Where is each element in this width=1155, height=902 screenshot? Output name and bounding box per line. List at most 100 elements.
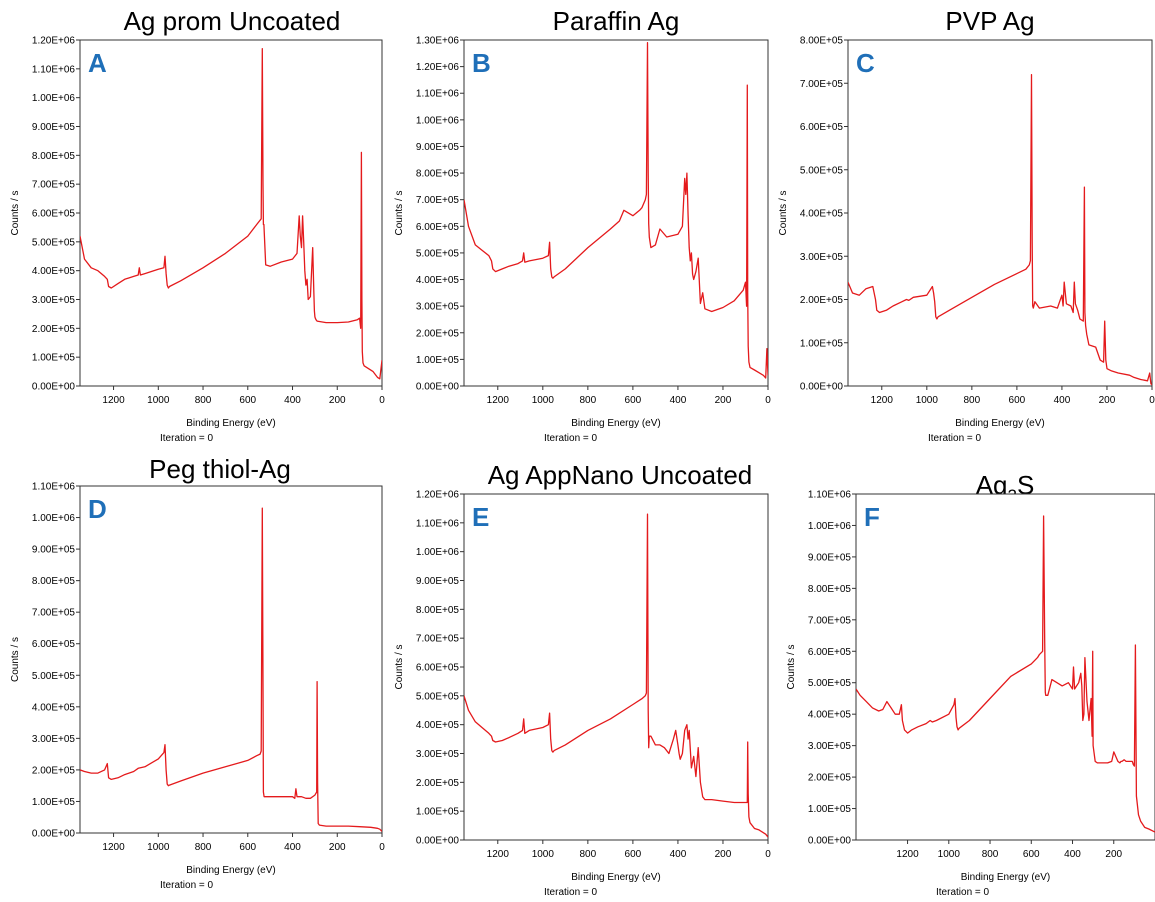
iteration-note: Iteration = 0 bbox=[160, 880, 214, 891]
y-tick-label: 6.00E+05 bbox=[808, 647, 852, 658]
x-tick-label: 0 bbox=[1149, 395, 1155, 406]
y-tick-label: 9.00E+05 bbox=[32, 122, 76, 133]
panel-e: Ag AppNano Uncoated 0.00E+00 1.00E+05 2.00E… bbox=[394, 460, 771, 898]
y-tick-label: 0.00E+00 bbox=[416, 836, 460, 847]
y-tick-label: 5.00E+05 bbox=[32, 237, 76, 248]
panel-title: Paraffin Ag bbox=[553, 6, 680, 36]
x-axis-label: Binding Energy (eV) bbox=[961, 872, 1051, 883]
iteration-note: Iteration = 0 bbox=[544, 887, 598, 897]
x-tick-label: 800 bbox=[195, 842, 212, 853]
y-tick-label: 7.00E+05 bbox=[416, 634, 460, 645]
x-tick-label: 1000 bbox=[147, 842, 170, 853]
y-tick-label: 2.00E+05 bbox=[416, 328, 460, 339]
y-tick-label: 1.00E+06 bbox=[416, 547, 460, 558]
x-axis-label: Binding Energy (eV) bbox=[571, 418, 661, 429]
panel-title: Peg thiol-Ag bbox=[149, 454, 291, 484]
y-tick-label: 8.00E+05 bbox=[808, 584, 852, 595]
x-tick-label: 200 bbox=[715, 395, 732, 406]
y-tick-label: 1.10E+06 bbox=[416, 89, 460, 100]
y-tick-label: 6.00E+05 bbox=[32, 209, 76, 220]
y-tick-label: 1.00E+05 bbox=[416, 807, 460, 818]
y-tick-label: 5.00E+05 bbox=[416, 691, 460, 702]
plot-frame bbox=[463, 493, 769, 841]
y-tick-label: 4.00E+05 bbox=[416, 720, 460, 731]
y-tick-label: 3.00E+05 bbox=[32, 734, 76, 745]
panel-letter: C bbox=[856, 48, 875, 78]
x-tick-label: 1200 bbox=[871, 395, 894, 406]
plot-frame bbox=[855, 493, 1155, 841]
x-tick-label: 600 bbox=[1023, 849, 1040, 860]
plot-frame bbox=[79, 39, 383, 387]
x-tick-label: 0 bbox=[765, 849, 771, 860]
x-tick-label: 200 bbox=[715, 849, 732, 860]
x-tick-label: 600 bbox=[625, 849, 642, 860]
y-tick-label: 5.00E+05 bbox=[800, 165, 844, 176]
y-tick-label: 2.00E+05 bbox=[32, 324, 76, 335]
y-axis-label: Counts / s bbox=[786, 644, 797, 689]
panel-title-text: PVP Ag bbox=[945, 6, 1034, 36]
plot-frame bbox=[463, 39, 769, 387]
y-tick-label: 9.00E+05 bbox=[32, 545, 76, 556]
spectrum-line bbox=[856, 515, 1155, 833]
y-tick-label: 3.00E+05 bbox=[800, 252, 844, 263]
x-tick-label: 1000 bbox=[532, 395, 555, 406]
y-tick-label: 1.20E+06 bbox=[416, 490, 460, 501]
y-axis-label: Counts / s bbox=[394, 644, 405, 689]
x-tick-label: 1200 bbox=[896, 849, 919, 860]
y-tick-label: 0.00E+00 bbox=[32, 829, 76, 840]
y-tick-label: 4.00E+05 bbox=[416, 275, 460, 286]
x-axis-label: Binding Energy (eV) bbox=[186, 865, 276, 876]
x-tick-label: 400 bbox=[670, 395, 687, 406]
x-axis-label: Binding Energy (eV) bbox=[955, 418, 1045, 429]
x-tick-label: 200 bbox=[329, 842, 346, 853]
y-axis-label: Counts / s bbox=[10, 190, 21, 235]
x-tick-label: 0 bbox=[765, 395, 771, 406]
y-tick-label: 2.00E+05 bbox=[32, 765, 76, 776]
y-tick-label: 7.00E+05 bbox=[32, 608, 76, 619]
y-tick-label: 7.00E+05 bbox=[416, 195, 460, 206]
y-tick-label: 1.00E+05 bbox=[32, 353, 76, 364]
x-tick-label: 400 bbox=[284, 842, 301, 853]
panel-title-text: Peg thiol-Ag bbox=[149, 454, 291, 484]
x-tick-label: 400 bbox=[1054, 395, 1071, 406]
spectrum-line bbox=[848, 73, 1152, 386]
panel-title-text: Ag prom Uncoated bbox=[124, 6, 341, 36]
y-tick-label: 4.00E+05 bbox=[808, 710, 852, 721]
plot-frame bbox=[79, 485, 383, 834]
y-tick-label: 0.00E+00 bbox=[416, 382, 460, 393]
x-tick-label: 800 bbox=[580, 395, 597, 406]
x-tick-label: 1200 bbox=[102, 395, 125, 406]
y-tick-label: 1.10E+06 bbox=[416, 518, 460, 529]
panel-d: Peg thiol-Ag 0.00E+00 1.00E+05 2.00E+05 3.00… bbox=[10, 454, 385, 891]
x-tick-label: 1000 bbox=[147, 395, 170, 406]
y-tick-label: 1.00E+05 bbox=[416, 355, 460, 366]
iteration-note: Iteration = 0 bbox=[544, 433, 598, 444]
y-tick-label: 8.00E+05 bbox=[800, 36, 844, 47]
y-tick-label: 2.00E+05 bbox=[808, 773, 852, 784]
y-tick-label: 7.00E+05 bbox=[800, 79, 844, 90]
x-tick-label: 400 bbox=[670, 849, 687, 860]
y-tick-label: 1.30E+06 bbox=[416, 36, 460, 47]
x-tick-label: 200 bbox=[1105, 849, 1122, 860]
y-tick-label: 1.00E+06 bbox=[32, 93, 76, 104]
y-tick-label: 6.00E+05 bbox=[416, 663, 460, 674]
y-tick-label: 6.00E+05 bbox=[32, 639, 76, 650]
y-tick-label: 3.00E+05 bbox=[416, 302, 460, 313]
y-tick-label: 0.00E+00 bbox=[808, 836, 852, 847]
x-tick-label: 600 bbox=[625, 395, 642, 406]
panel-title: Ag AppNano Uncoated bbox=[488, 460, 753, 490]
plot-frame bbox=[847, 39, 1153, 387]
y-tick-label: 1.00E+05 bbox=[800, 338, 844, 349]
y-tick-label: 1.00E+06 bbox=[32, 513, 76, 524]
panel-letter: F bbox=[864, 502, 880, 532]
y-tick-label: 6.00E+05 bbox=[800, 122, 844, 133]
y-tick-label: 2.00E+05 bbox=[416, 778, 460, 789]
panel-f: Ag2S0.00E+001.00E+052.00E+053.00E+054.00… bbox=[786, 470, 1155, 898]
y-tick-label: 7.00E+05 bbox=[32, 180, 76, 191]
panel-title-text: Paraffin Ag bbox=[553, 6, 680, 36]
y-tick-label: 8.00E+05 bbox=[416, 605, 460, 616]
panel-title: Ag prom Uncoated bbox=[124, 6, 341, 36]
y-tick-label: 9.00E+05 bbox=[416, 576, 460, 587]
